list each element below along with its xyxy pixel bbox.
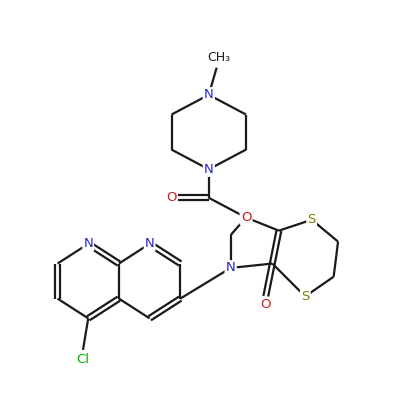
Text: O: O bbox=[166, 191, 177, 204]
Text: O: O bbox=[166, 191, 177, 204]
Text: S: S bbox=[301, 290, 309, 303]
Text: O: O bbox=[241, 211, 251, 224]
Text: S: S bbox=[308, 213, 316, 226]
Text: N: N bbox=[204, 163, 214, 176]
Text: S: S bbox=[301, 290, 309, 303]
Text: N: N bbox=[204, 88, 214, 101]
Text: N: N bbox=[83, 237, 93, 250]
Text: N: N bbox=[204, 88, 214, 101]
Text: Cl: Cl bbox=[76, 353, 90, 366]
Text: N: N bbox=[226, 262, 236, 274]
Text: S: S bbox=[308, 213, 316, 226]
Text: N: N bbox=[226, 262, 236, 274]
Text: O: O bbox=[260, 298, 271, 311]
Text: N: N bbox=[204, 163, 214, 176]
Text: O: O bbox=[260, 298, 271, 311]
Text: CH₃: CH₃ bbox=[207, 52, 230, 64]
Text: O: O bbox=[241, 211, 251, 224]
Text: N: N bbox=[145, 237, 154, 250]
